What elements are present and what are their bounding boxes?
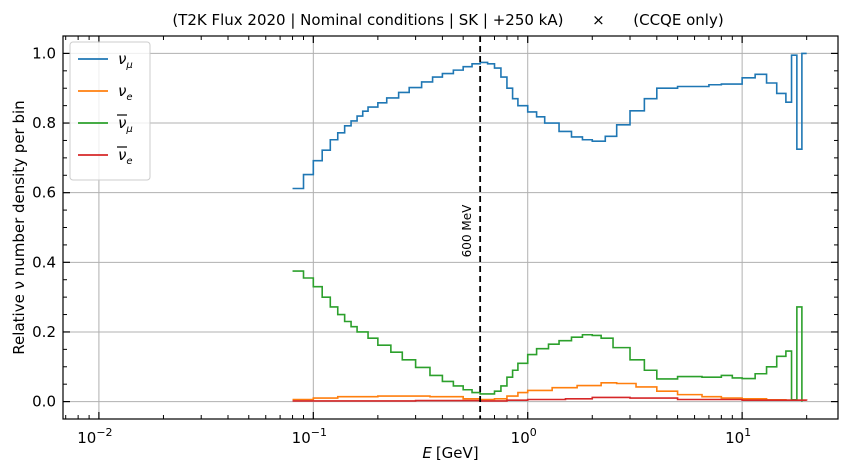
series-line xyxy=(292,52,807,190)
y-tick-label: 0.6 xyxy=(32,184,56,202)
x-axis-variable: E xyxy=(422,444,432,462)
grid xyxy=(63,36,838,419)
x-axis-unit: [GeV] xyxy=(436,444,479,462)
x-tick-base: 10 xyxy=(292,429,311,447)
legend-entry: νe xyxy=(118,82,133,103)
x-tick-label: 10−2 xyxy=(77,426,112,447)
x-tick-exponent: −2 xyxy=(96,426,112,439)
legend-subscript: μ xyxy=(125,124,132,135)
legend-symbol: ν xyxy=(118,82,126,100)
x-tick-base: 10 xyxy=(725,429,744,447)
x-tick-base: 10 xyxy=(511,429,530,447)
x-axis-label: E [GeV] xyxy=(422,444,478,462)
reference-line-layer: 600 MeV xyxy=(460,36,482,419)
y-tick-label: 0.4 xyxy=(32,253,56,271)
x-tick-label: 101 xyxy=(725,426,751,447)
legend-subscript: e xyxy=(126,92,132,103)
axis-ticks xyxy=(63,36,838,419)
x-tick-label: 10−1 xyxy=(292,426,327,447)
y-tick-label: 0.8 xyxy=(32,114,56,132)
legend-box xyxy=(69,41,151,181)
chart-title: (T2K Flux 2020 | Nominal conditions | SK… xyxy=(172,11,723,29)
legend-subscript: μ xyxy=(125,60,132,71)
x-tick-label: 100 xyxy=(511,426,537,447)
series-line xyxy=(292,381,807,401)
legend-symbol: ν xyxy=(118,146,126,164)
y-tick-label: 0.2 xyxy=(32,323,56,341)
y-tick-label: 1.0 xyxy=(32,44,56,62)
legend-entry: νμ xyxy=(118,114,133,135)
legend-symbol: ν xyxy=(118,114,126,132)
legend-symbol: ν xyxy=(118,50,126,68)
legend-entry: νμ xyxy=(118,50,133,71)
x-tick-base: 10 xyxy=(77,429,96,447)
x-tick-exponent: 1 xyxy=(744,426,751,439)
y-tick-label: 0.0 xyxy=(32,393,56,411)
x-tick-exponent: −1 xyxy=(311,426,327,439)
legend-subscript: e xyxy=(126,156,132,167)
series-line xyxy=(292,270,803,402)
legend-entry: νe xyxy=(118,146,133,167)
y-axis-label: Relative ν number density per bin xyxy=(10,100,28,354)
x-tick-exponent: 0 xyxy=(530,426,537,439)
reference-line-label: 600 MeV xyxy=(460,204,474,257)
